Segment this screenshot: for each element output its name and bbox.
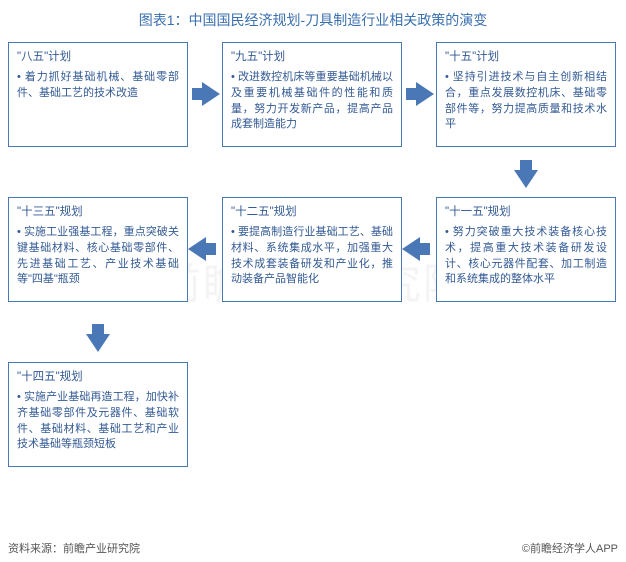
- node-plan-135: "十三五"规划 实施工业强基工程，重点突破关键基础材料、核心基础零部件、先进基础…: [8, 197, 188, 302]
- node-title: "九五"计划: [231, 49, 393, 66]
- arrow-left-icon: [188, 237, 206, 261]
- node-body: 着力抓好基础机械、基础零部件、基础工艺的技术改造: [17, 70, 179, 102]
- arrow-tail: [420, 243, 430, 255]
- arrow-tail: [520, 160, 532, 170]
- node-body: 努力突破重大技术装备核心技术，提高重大技术装备研发设计、核心元器件配套、加工制造…: [445, 225, 607, 289]
- footer: 资料来源：前瞻产业研究院 ©前瞻经济学人APP: [8, 540, 618, 556]
- arrow-right-icon: [416, 82, 434, 106]
- arrow-down-icon: [514, 170, 538, 188]
- node-plan-145: "十四五"规划 实施产业基础再造工程，加快补齐基础零部件及元器件、基础软件、基础…: [8, 362, 188, 467]
- node-body: 实施产业基础再造工程，加快补齐基础零部件及元器件、基础软件、基础材料、基础工艺和…: [17, 390, 179, 454]
- node-plan-125: "十二五"规划 要提高制造行业基础工艺、基础材料、系统集成水平，加强重大技术成套…: [222, 197, 402, 302]
- node-plan-85: "八五"计划 着力抓好基础机械、基础零部件、基础工艺的技术改造: [8, 42, 188, 147]
- source-label: 资料来源：前瞻产业研究院: [8, 540, 140, 556]
- arrow-tail: [192, 88, 202, 100]
- arrow-left-icon: [402, 237, 420, 261]
- node-plan-115: "十一五"规划 努力突破重大技术装备核心技术，提高重大技术装备研发设计、核心元器…: [436, 197, 616, 302]
- node-body: 要提高制造行业基础工艺、基础材料、系统集成水平，加强重大技术成套装备研发和产业化…: [231, 225, 393, 289]
- node-title: "八五"计划: [17, 49, 179, 66]
- node-title: "十三五"规划: [17, 204, 179, 221]
- chart-title: 图表1：中国国民经济规划-刀具制造行业相关政策的演变: [0, 0, 626, 42]
- node-body: 坚持引进技术与自主创新相结合，重点发展数控机床、基础零部件等，努力提高质量和技术…: [445, 70, 607, 134]
- node-plan-105: "十五"计划 坚持引进技术与自主创新相结合，重点发展数控机床、基础零部件等，努力…: [436, 42, 616, 147]
- arrow-right-icon: [202, 82, 220, 106]
- node-title: "十一五"规划: [445, 204, 607, 221]
- copyright-label: ©前瞻经济学人APP: [522, 540, 618, 556]
- arrow-tail: [406, 88, 416, 100]
- node-title: "十四五"规划: [17, 369, 179, 386]
- arrow-tail: [206, 243, 216, 255]
- flowchart-canvas: "八五"计划 着力抓好基础机械、基础零部件、基础工艺的技术改造 "九五"计划 改…: [0, 42, 626, 522]
- node-body: 实施工业强基工程，重点突破关键基础材料、核心基础零部件、先进基础工艺、产业技术基…: [17, 225, 179, 289]
- node-title: "十五"计划: [445, 49, 607, 66]
- arrow-down-icon: [86, 334, 110, 352]
- node-title: "十二五"规划: [231, 204, 393, 221]
- arrow-tail: [92, 324, 104, 334]
- node-body: 改进数控机床等重要基础机械以及重要机械基础件的性能和质量，努力开发新产品，提高产…: [231, 70, 393, 134]
- node-plan-95: "九五"计划 改进数控机床等重要基础机械以及重要机械基础件的性能和质量，努力开发…: [222, 42, 402, 147]
